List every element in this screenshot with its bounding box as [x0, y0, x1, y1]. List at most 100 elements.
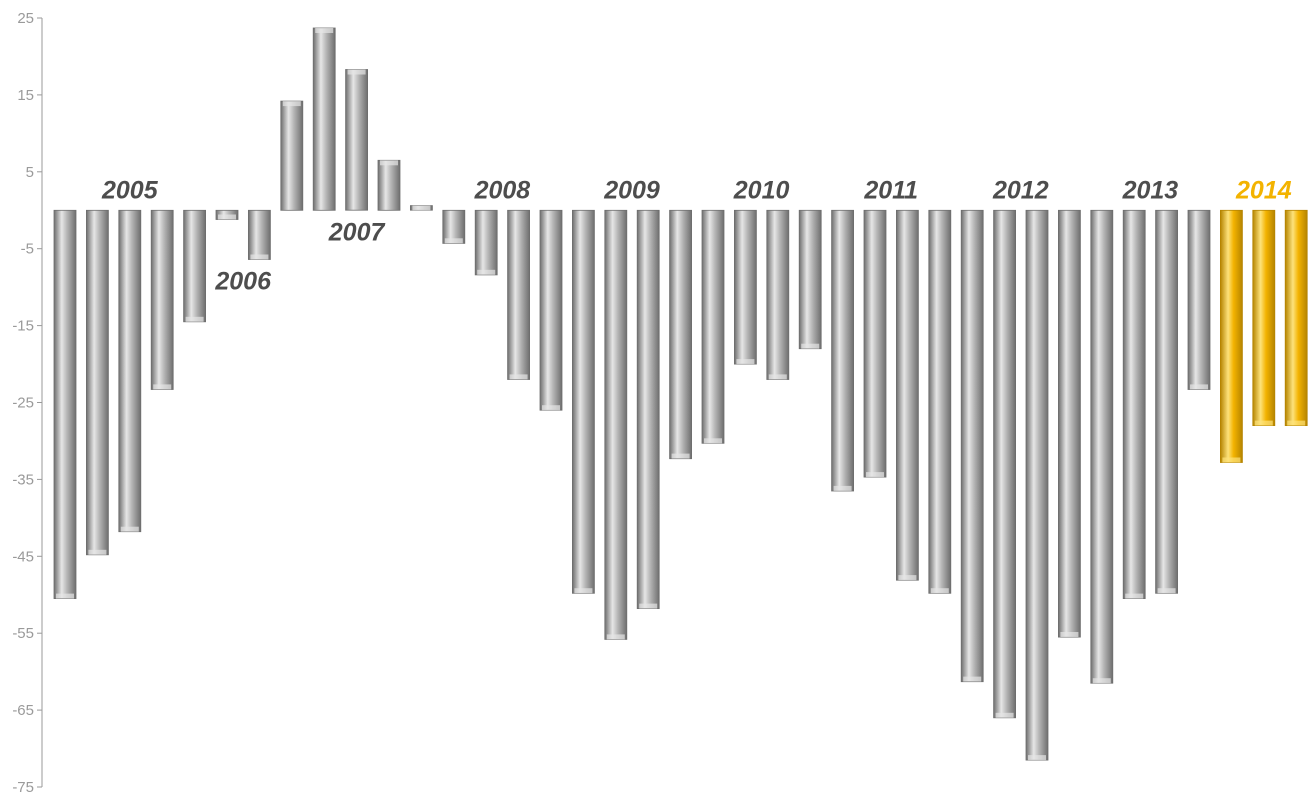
bar-2011-25: [863, 209, 887, 478]
bar-bevel: [218, 214, 236, 220]
bar-bevel: [1222, 457, 1241, 463]
bar-2013-32: [1090, 209, 1114, 684]
bar-bevel: [347, 69, 366, 75]
bar-bevel: [412, 205, 431, 211]
bar-bevel: [736, 359, 755, 365]
bar-2014-36: [1220, 209, 1243, 463]
bar-2005-3: [150, 209, 174, 390]
year-label-2011: 2011: [863, 176, 918, 204]
bar-bevel: [833, 485, 852, 491]
bar-2014-37: [1252, 209, 1276, 427]
year-label-2009: 2009: [603, 176, 660, 204]
year-label-2010: 2010: [733, 176, 790, 204]
bar-2005-0: [53, 209, 77, 599]
bar-bevel: [898, 575, 917, 581]
bar-2005-4: [183, 209, 207, 323]
bar-2007-10: [377, 159, 401, 211]
bar-bevel: [930, 588, 949, 594]
bar-2009-17: [604, 209, 628, 640]
y-tick-label: -5: [21, 241, 34, 258]
year-label-2005: 2005: [101, 176, 159, 204]
y-tick-label: 5: [26, 164, 34, 181]
bar-2009-19: [669, 209, 692, 460]
bar-bevel: [639, 603, 658, 609]
bar-2014-38: [1284, 209, 1308, 427]
bar-bevel: [56, 593, 74, 599]
bar-bevel: [444, 238, 463, 244]
bar-bevel: [1092, 678, 1111, 684]
y-tick-label: -55: [12, 625, 34, 642]
y-tick-label: -65: [12, 702, 34, 719]
bar-bevel: [963, 676, 982, 682]
y-tick-label: -15: [12, 318, 34, 335]
bar-bevel: [1287, 420, 1306, 426]
bar-2010-20: [701, 209, 725, 444]
bar-2008-15: [539, 209, 563, 411]
y-tick-label: -25: [12, 395, 34, 412]
bar-bevel: [995, 712, 1014, 718]
year-label-2006: 2006: [214, 268, 272, 296]
bar-2012-28: [960, 209, 984, 683]
bar-2010-21: [734, 209, 757, 365]
bar-2008-13: [474, 209, 498, 276]
bar-bevel: [282, 101, 301, 107]
y-tick-label: -35: [12, 471, 34, 488]
y-tick-label: -75: [12, 779, 34, 796]
bar-bevel: [866, 472, 884, 478]
bar-bevel: [1157, 588, 1176, 594]
bar-2005-2: [118, 209, 142, 533]
bar-bevel: [542, 405, 560, 411]
bar-2010-23: [798, 209, 822, 350]
bar-2011-24: [831, 209, 854, 492]
bar-bevel: [185, 316, 204, 322]
bar-bevel: [509, 374, 528, 380]
year-label-2007: 2007: [328, 218, 386, 246]
bar-bevel: [704, 438, 722, 444]
bar-2013-34: [1155, 209, 1178, 594]
bar-bevel: [120, 526, 139, 532]
bar-bevel: [1190, 384, 1208, 390]
bar-bevel: [606, 634, 625, 640]
bar-2008-12: [442, 209, 466, 244]
bar-bevel: [1028, 755, 1046, 761]
bar-2011-27: [928, 209, 952, 594]
bar-2006-6: [247, 209, 271, 260]
bar-bevel: [1125, 593, 1144, 599]
bar-bevel: [768, 374, 787, 380]
bar-2012-31: [1058, 209, 1081, 638]
year-label-2012: 2012: [992, 176, 1049, 204]
bar-2007-8: [312, 27, 336, 211]
bar-bevel: [1060, 632, 1079, 637]
bar-bevel: [380, 160, 398, 166]
bar-2013-35: [1187, 209, 1211, 390]
bar-bevel: [250, 254, 269, 260]
bars: [53, 27, 1308, 761]
bar-2010-22: [766, 209, 790, 380]
bar-2012-30: [1025, 209, 1049, 761]
bar-2007-9: [345, 69, 369, 211]
bar-2009-18: [636, 209, 660, 609]
bar-bevel: [574, 588, 593, 594]
bar-bevel: [315, 28, 334, 33]
y-axis: 25 15 5 -5 -15 -25 -35 -45 -55 -65 -75: [12, 10, 43, 796]
bar-2009-16: [572, 209, 595, 594]
bar-2008-14: [507, 209, 531, 380]
bar-bevel: [1254, 420, 1273, 426]
bar-2005-1: [86, 209, 109, 556]
year-labels: 2005 2006 2007 2008 2009 2010 2011 2012 2013 2014: [101, 176, 1292, 295]
bar-2007-7: [280, 100, 304, 211]
bar-bevel: [88, 549, 107, 555]
bar-bevel: [801, 343, 820, 349]
y-tick-label: 25: [17, 10, 34, 27]
bar-2013-33: [1122, 209, 1146, 599]
bar-bevel: [477, 269, 496, 275]
bar-2012-29: [993, 209, 1016, 719]
year-label-2013: 2013: [1122, 176, 1179, 204]
year-label-2008: 2008: [474, 176, 531, 204]
year-label-2014: 2014: [1235, 176, 1292, 204]
y-tick-label: 15: [17, 87, 34, 104]
y-tick-label: -45: [12, 548, 34, 565]
bar-bevel: [153, 384, 172, 390]
bar-bevel: [671, 453, 690, 459]
